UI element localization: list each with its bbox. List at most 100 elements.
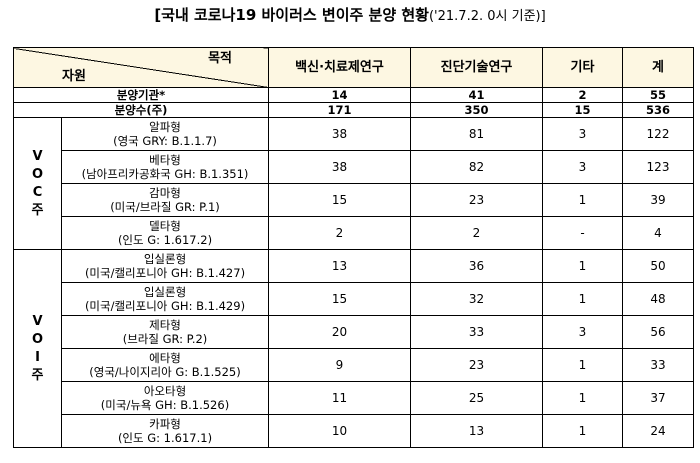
value-cell: 1 bbox=[542, 183, 623, 217]
value-cell: 3 bbox=[542, 315, 623, 349]
value-cell: 3 bbox=[542, 117, 623, 151]
variant-name-cell: 알파형 (영국 GRY: B.1.1.7) bbox=[61, 117, 269, 151]
value-cell: 13 bbox=[410, 414, 543, 448]
group-label-char: 주 bbox=[31, 202, 44, 218]
table-row: V O I 주 입실론형 (미국/캘리포니아 GH: B.1.427) 13 36 1 50 bbox=[13, 249, 694, 448]
table-row: 에타형 (영국/나이지리아 G: B.1.525) 9 23 1 33 bbox=[14, 348, 694, 382]
summary-label: 분양수(주) bbox=[13, 102, 269, 118]
value-cell: 9 bbox=[268, 348, 411, 382]
summary-value: 2 bbox=[542, 87, 623, 103]
value-cell: 33 bbox=[622, 348, 694, 382]
table-row: 델타형 (인도 G: 1.617.2) 2 2-4 bbox=[14, 216, 694, 250]
summary-label: 분양기관* bbox=[13, 87, 269, 103]
value-cell: 20 bbox=[268, 315, 411, 349]
summary-value: 41 bbox=[410, 87, 543, 103]
variant-name: 아오타형 bbox=[143, 384, 187, 398]
variant-name: 감마형 bbox=[149, 186, 181, 200]
page-title: [국내 코로나19 바이러스 변이주 분양 현황('21.7.2. 0시 기준)… bbox=[0, 4, 700, 25]
summary-value: 55 bbox=[622, 87, 694, 103]
value-cell: 122 bbox=[622, 117, 694, 151]
value-cell: 56 bbox=[622, 315, 694, 349]
value-cell: 24 bbox=[622, 414, 694, 448]
summary-value: 171 bbox=[268, 102, 411, 118]
table-row: 카파형 (인도 G: 1.617.1) 10 13 1 24 bbox=[14, 414, 694, 448]
group-label-char: 주 bbox=[31, 367, 44, 383]
value-cell: 37 bbox=[622, 381, 694, 415]
value-cell: 81 bbox=[410, 117, 543, 151]
variant-detail: (영국 GRY: B.1.1.7) bbox=[113, 134, 217, 148]
value-cell: 38 bbox=[268, 117, 411, 151]
variant-name: 입실론형 bbox=[143, 252, 187, 266]
value-cell: 11 bbox=[268, 381, 411, 415]
variant-name-cell: 입실론형 (미국/캘리포니아 GH: B.1.427) bbox=[61, 249, 269, 283]
value-cell: 39 bbox=[622, 183, 694, 217]
variant-name: 입실론형 bbox=[143, 285, 187, 299]
value-cell: 50 bbox=[622, 249, 694, 283]
group-label-char: O bbox=[31, 331, 44, 347]
value-cell: 1 bbox=[542, 381, 623, 415]
value-cell: 23 bbox=[410, 183, 543, 217]
group-label-char: I bbox=[35, 349, 40, 365]
variant-name: 에타형 bbox=[149, 351, 181, 365]
value-cell: 23 bbox=[410, 348, 543, 382]
value-cell: 13 bbox=[268, 249, 411, 283]
value-cell: 48 bbox=[622, 282, 694, 316]
summary-value: 14 bbox=[268, 87, 411, 103]
variant-detail: (인도 G: 1.617.2) bbox=[117, 233, 213, 247]
variant-name-cell: 입실론형 (미국/캘리포니아 GH: B.1.429) bbox=[61, 282, 269, 316]
variant-name-cell: 에타형 (영국/나이지리아 G: B.1.525) bbox=[61, 348, 269, 382]
title-sub: ('21.7.2. 0시 기준)] bbox=[428, 9, 546, 24]
value-cell: - bbox=[542, 216, 623, 250]
variant-distribution-table: 목적 자원 백신·치료제연구 진단기술연구 기타 계 분양기관* 14 41 2… bbox=[13, 47, 694, 448]
variant-name-cell: 제타형 (브라질 GR: P.2) bbox=[61, 315, 269, 349]
title-main: [국내 코로나19 바이러스 변이주 분양 현황 bbox=[154, 6, 429, 24]
variant-name: 베타형 bbox=[149, 153, 181, 167]
variant-name-cell: 카파형 (인도 G: 1.617.1) bbox=[61, 414, 269, 448]
table-body: 분양기관* 14 41 2 55 분양수(주) 171 350 15 536 V… bbox=[13, 87, 694, 448]
variant-name-cell: 델타형 (인도 G: 1.617.2) bbox=[61, 216, 269, 250]
header-purpose: 목적 bbox=[208, 51, 232, 66]
value-cell: 15 bbox=[268, 183, 411, 217]
value-cell: 10 bbox=[268, 414, 411, 448]
header-diagnostic: 진단기술연구 bbox=[410, 47, 543, 88]
value-cell: 36 bbox=[410, 249, 543, 283]
value-cell: 2 bbox=[268, 216, 411, 250]
header-vaccine: 백신·치료제연구 bbox=[268, 47, 411, 88]
table-row: 감마형 (미국/브라질 GR: P.1) 15 23 1 39 bbox=[14, 183, 694, 217]
value-cell: 1 bbox=[542, 348, 623, 382]
header-total: 계 bbox=[622, 47, 694, 88]
variant-detail: (미국/캘리포니아 GH: B.1.429) bbox=[84, 299, 246, 313]
table-row: 아오타형 (미국/뉴욕 GH: B.1.526) 11 25 1 37 bbox=[14, 381, 694, 415]
value-cell: 1 bbox=[542, 249, 623, 283]
value-cell: 1 bbox=[542, 282, 623, 316]
value-cell: 15 bbox=[268, 282, 411, 316]
group-label-char: V bbox=[32, 148, 43, 164]
table-row: 베타형 (남아프리카공화국 GH: B.1.351) 38 82 3 123 bbox=[14, 150, 694, 184]
header-row: 목적 자원 백신·치료제연구 진단기술연구 기타 계 bbox=[13, 47, 694, 88]
variant-detail: (미국/캘리포니아 GH: B.1.427) bbox=[84, 266, 246, 280]
value-cell: 1 bbox=[542, 414, 623, 448]
variant-detail: (미국/뉴욕 GH: B.1.526) bbox=[100, 398, 230, 412]
variant-detail: (미국/브라질 GR: P.1) bbox=[110, 200, 220, 214]
table-row: V O C 주 알파형 (영국 GRY: B.1.1.7) 38 81 3 122 bbox=[13, 117, 694, 250]
summary-value: 350 bbox=[410, 102, 543, 118]
value-cell: 3 bbox=[542, 150, 623, 184]
variant-name: 알파형 bbox=[149, 120, 181, 134]
header-other: 기타 bbox=[542, 47, 623, 88]
header-resource: 자원 bbox=[62, 69, 86, 84]
variant-detail: (브라질 GR: P.2) bbox=[122, 332, 208, 346]
summary-row-institutions: 분양기관* 14 41 2 55 bbox=[13, 87, 694, 103]
value-cell: 33 bbox=[410, 315, 543, 349]
variant-name: 델타형 bbox=[149, 219, 181, 233]
value-cell: 123 bbox=[622, 150, 694, 184]
group-label-char: C bbox=[32, 184, 43, 200]
summary-value: 15 bbox=[542, 102, 623, 118]
value-cell: 38 bbox=[268, 150, 411, 184]
group-label-char: V bbox=[32, 313, 43, 329]
value-cell: 2 bbox=[410, 216, 543, 250]
variant-name: 카파형 bbox=[149, 417, 181, 431]
table-row: 입실론형 (미국/캘리포니아 GH: B.1.429) 15 32 1 48 bbox=[14, 282, 694, 316]
table-row: 제타형 (브라질 GR: P.2) 20 33 3 56 bbox=[14, 315, 694, 349]
variant-name: 제타형 bbox=[149, 318, 181, 332]
